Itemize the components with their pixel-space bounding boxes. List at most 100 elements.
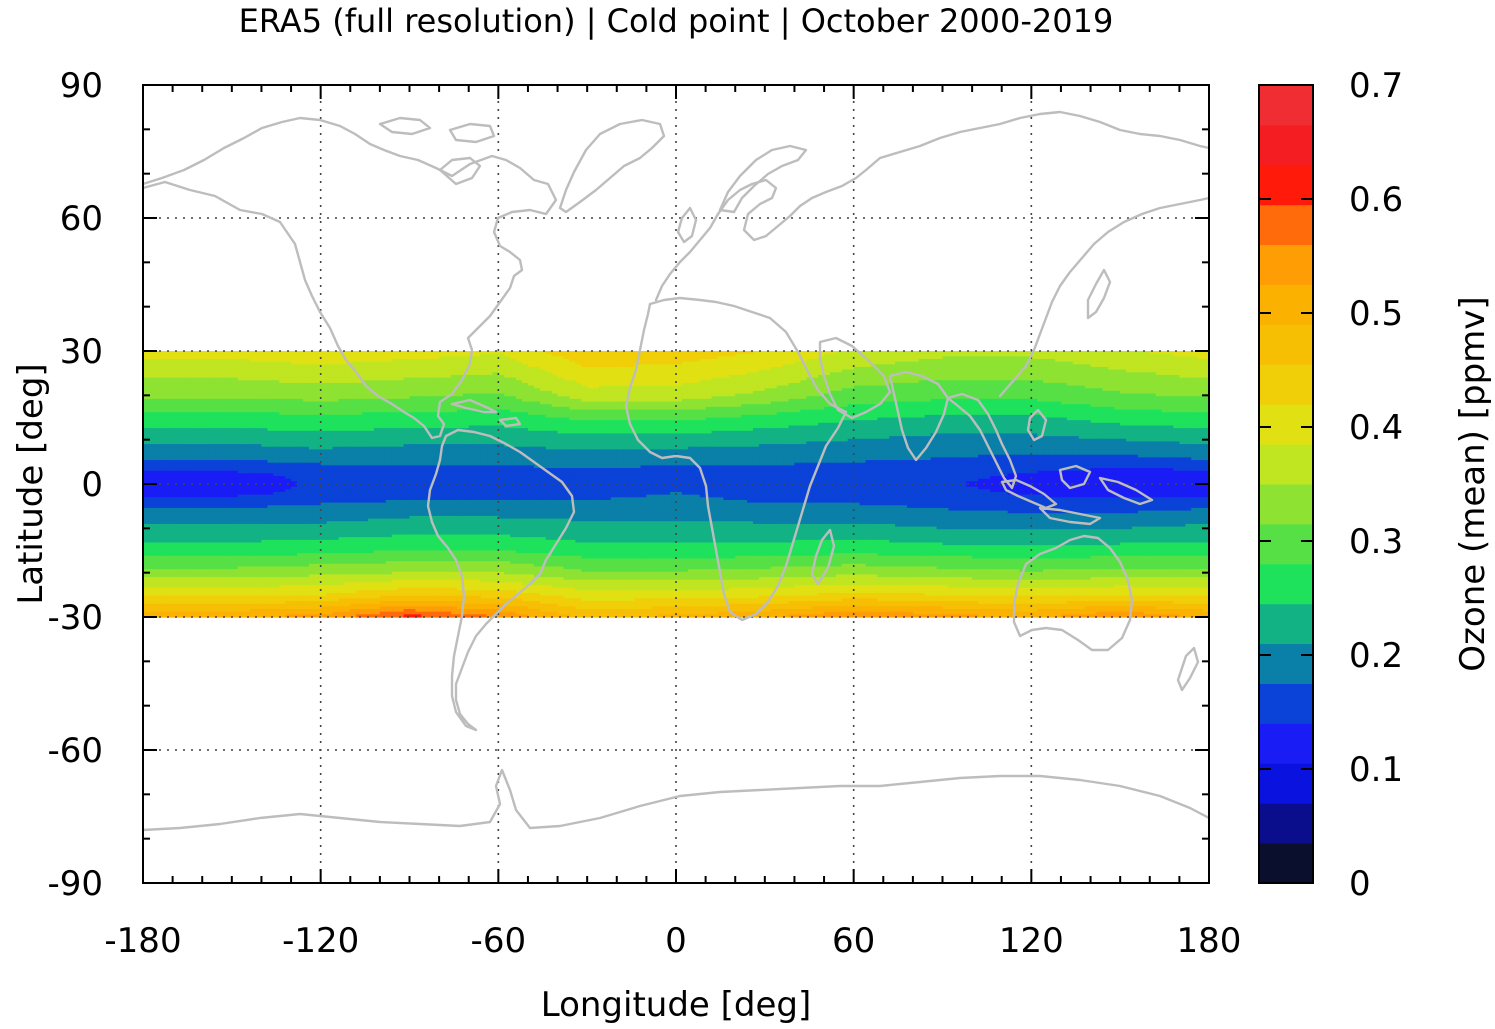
field-cell: [901, 388, 908, 392]
field-cell: [516, 358, 523, 363]
field-cell: [184, 369, 191, 373]
field-cell: [978, 369, 985, 373]
field-cell: [1155, 369, 1163, 373]
field-cell: [599, 361, 606, 365]
field-cell: [723, 364, 730, 368]
field-cell: [379, 351, 387, 355]
field-cell: [593, 353, 600, 357]
field-cell: [930, 361, 938, 365]
field-cell: [1143, 388, 1151, 392]
field-cell: [1078, 361, 1086, 365]
field-cell: [758, 361, 766, 365]
field-cell: [581, 388, 588, 392]
field-cell: [308, 382, 316, 387]
field-cell: [800, 366, 807, 371]
field-cell: [1108, 356, 1115, 360]
field-cell: [1019, 351, 1027, 355]
field-cell: [930, 372, 938, 376]
field-cell: [143, 364, 150, 368]
field-cell: [723, 385, 730, 389]
field-cell: [681, 382, 689, 387]
field-cell: [338, 358, 345, 363]
field-cell: [214, 351, 221, 355]
field-cell: [415, 356, 422, 360]
field-cell: [533, 356, 541, 360]
field-cell: [859, 364, 867, 368]
field-cell: [1031, 385, 1038, 389]
field-cell: [978, 353, 985, 357]
field-cell: [895, 377, 902, 381]
field-cell: [196, 364, 203, 368]
field-cell: [924, 374, 932, 379]
field-cell: [966, 380, 973, 384]
field-cell: [314, 369, 322, 373]
field-cell: [391, 356, 399, 360]
field-cell: [1102, 366, 1109, 371]
field-cell: [492, 361, 499, 365]
field-cell: [1114, 388, 1121, 392]
field-cell: [1090, 356, 1098, 360]
field-cell: [788, 351, 796, 355]
field-cell: [942, 382, 950, 387]
field-cell: [1001, 380, 1009, 384]
field-cell: [1025, 380, 1032, 384]
field-cell: [344, 380, 351, 384]
field-cell: [1066, 366, 1074, 371]
field-cell: [912, 382, 920, 387]
field-cell: [865, 369, 873, 373]
field-cell: [794, 372, 801, 376]
field-cell: [267, 380, 274, 384]
field-cell: [788, 382, 796, 387]
field-cell: [285, 351, 292, 355]
field-cell: [237, 380, 245, 384]
field-cell: [652, 374, 659, 379]
field-cell: [758, 369, 766, 373]
field-cell: [249, 380, 257, 384]
field-cell: [918, 358, 926, 363]
field-cell: [332, 369, 340, 373]
field-cell: [752, 372, 760, 376]
field-cell: [989, 372, 997, 376]
field-cell: [397, 374, 405, 379]
field-cell: [1078, 382, 1086, 387]
field-cell: [184, 361, 191, 365]
field-cell: [1043, 369, 1050, 373]
field-cell: [1143, 385, 1151, 389]
field-cell: [456, 369, 464, 373]
field-cell: [829, 366, 837, 371]
field-cell: [379, 361, 387, 365]
field-cell: [415, 353, 422, 357]
field-cell: [1019, 380, 1027, 384]
field-cell: [758, 388, 766, 392]
field-cell: [296, 351, 304, 355]
field-cell: [403, 372, 411, 376]
field-cell: [676, 388, 683, 392]
field-cell: [640, 358, 647, 363]
field-cell: [196, 390, 203, 395]
field-cell: [551, 372, 559, 376]
field-cell: [308, 351, 316, 355]
field-cell: [918, 364, 926, 368]
field-cell: [1173, 364, 1180, 368]
field-cell: [741, 364, 748, 368]
field-cell: [314, 388, 322, 392]
field-cell: [344, 366, 351, 371]
field-cell: [202, 380, 209, 384]
field-cell: [924, 388, 932, 392]
field-cell: [646, 377, 653, 381]
field-cell: [1001, 385, 1009, 389]
field-cell: [575, 385, 582, 389]
field-cell: [557, 380, 565, 384]
field-cell: [545, 385, 553, 389]
field-cell: [208, 364, 215, 368]
field-cell: [563, 372, 570, 376]
field-cell: [1084, 385, 1092, 389]
field-cell: [492, 366, 499, 371]
field-cell: [1049, 353, 1056, 357]
field-cell: [373, 377, 381, 381]
field-cell: [942, 358, 950, 363]
field-cell: [1137, 388, 1145, 392]
field-cell: [1084, 382, 1092, 387]
field-cell: [995, 351, 1003, 355]
field-cell: [587, 385, 594, 389]
